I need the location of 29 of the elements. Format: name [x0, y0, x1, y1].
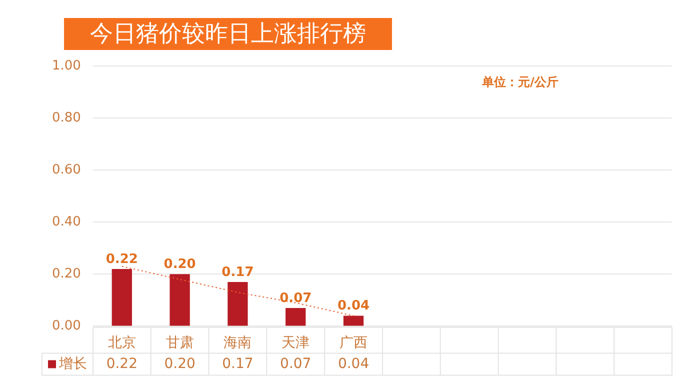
y-tick-label: 0.20 — [52, 266, 81, 282]
data-label: 0.04 — [338, 356, 370, 372]
x-tick-label: 海南 — [224, 335, 252, 352]
text: 0.17 — [222, 264, 254, 280]
chart-title: 今日猪价较昨日上涨排行榜 — [64, 18, 392, 50]
data-label: 0.17 — [222, 356, 254, 372]
data-label: 0.20 — [164, 356, 196, 372]
bar — [286, 308, 306, 326]
x-tick-label: 北京 — [108, 335, 136, 352]
bar — [170, 274, 190, 326]
text: 0.07 — [280, 290, 312, 306]
text: 0.04 — [337, 298, 370, 314]
y-tick-label: 0.80 — [52, 110, 81, 126]
x-tick-label: 甘肃 — [166, 335, 194, 352]
bar — [228, 282, 248, 326]
bar — [112, 268, 132, 326]
legend-label: 增长 — [58, 356, 87, 372]
y-tick-label: 0.00 — [52, 318, 81, 334]
y-tick-label: 0.40 — [52, 214, 81, 230]
text: 0.22 — [106, 252, 138, 267]
data-label: 0.22 — [106, 356, 138, 372]
x-tick-label: 天津 — [282, 335, 310, 352]
x-tick-label: 广西 — [340, 335, 368, 352]
text: 0.20 — [164, 257, 196, 272]
y-tick-label: 1.00 — [52, 58, 81, 74]
annotation: 单位：元/公斤 — [481, 75, 558, 90]
y-tick-label: 0.60 — [52, 162, 81, 178]
bar — [343, 316, 364, 326]
data-label: 0.07 — [280, 356, 312, 372]
